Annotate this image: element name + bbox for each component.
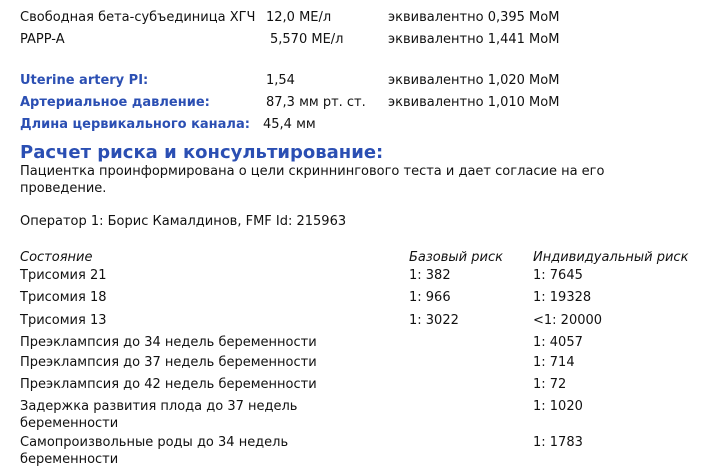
row-individual-risk: 1: 1020 bbox=[533, 399, 583, 414]
biophysical-label: Uterine artery PI: bbox=[20, 73, 149, 88]
biophysical-mom: эквивалентно 1,020 MoM bbox=[388, 73, 560, 88]
row-individual-risk: 1: 1783 bbox=[533, 435, 583, 450]
measurement-mom: эквивалентно 0,395 MoM bbox=[388, 10, 560, 25]
consent-text: проведение. bbox=[20, 181, 107, 196]
row-condition: Задержка развития плода до 37 недель bbox=[20, 399, 298, 414]
biophysical-value: 87,3 мм рт. ст. bbox=[266, 95, 366, 110]
row-condition-cont: беременности bbox=[20, 452, 119, 467]
row-individual-risk: 1: 4057 bbox=[533, 335, 583, 350]
biophysical-label: Длина цервикального канала: bbox=[20, 117, 250, 132]
row-individual-risk: 1: 19328 bbox=[533, 290, 592, 305]
measurement-value: 12,0 МЕ/л bbox=[266, 10, 332, 25]
biophysical-value: 45,4 мм bbox=[263, 117, 316, 132]
row-condition: Преэклампсия до 42 недель беременности bbox=[20, 377, 317, 392]
row-condition: Трисомия 13 bbox=[20, 313, 107, 328]
row-individual-risk: 1: 714 bbox=[533, 355, 575, 370]
header-base-risk: Базовый риск bbox=[409, 250, 503, 265]
measurement-label: PAPP-A bbox=[20, 32, 65, 47]
row-condition: Трисомия 21 bbox=[20, 268, 107, 283]
row-individual-risk: 1: 7645 bbox=[533, 268, 583, 283]
row-condition: Самопроизвольные роды до 34 недель bbox=[20, 435, 289, 450]
row-individual-risk: 1: 72 bbox=[533, 377, 567, 392]
measurement-mom: эквивалентно 1,441 MoM bbox=[388, 32, 560, 47]
operator: Оператор 1: Борис Камалдинов, FMF Id: 21… bbox=[20, 214, 347, 229]
row-condition: Преэклампсия до 37 недель беременности bbox=[20, 355, 317, 370]
row-base-risk: 1: 966 bbox=[409, 290, 451, 305]
header-condition: Состояние bbox=[20, 250, 93, 265]
row-individual-risk: <1: 20000 bbox=[533, 313, 603, 328]
header-individual-risk: Индивидуальный риск bbox=[533, 250, 689, 265]
biophysical-mom: эквивалентно 1,010 MoM bbox=[388, 95, 560, 110]
consent-text: Пациентка проинформирована о цели скринн… bbox=[20, 164, 605, 179]
measurement-value: 5,570 МЕ/л bbox=[270, 32, 344, 47]
row-base-risk: 1: 3022 bbox=[409, 313, 459, 328]
biophysical-label: Артериальное давление: bbox=[20, 95, 210, 110]
measurement-label: Свободная бета-субъединица ХГЧ bbox=[20, 10, 256, 25]
section-title: Расчет риска и консультирование: bbox=[20, 142, 384, 163]
row-condition-cont: беременности bbox=[20, 416, 119, 431]
biophysical-value: 1,54 bbox=[266, 73, 295, 88]
row-base-risk: 1: 382 bbox=[409, 268, 451, 283]
row-condition: Трисомия 18 bbox=[20, 290, 107, 305]
row-condition: Преэклампсия до 34 недель беременности bbox=[20, 335, 317, 350]
